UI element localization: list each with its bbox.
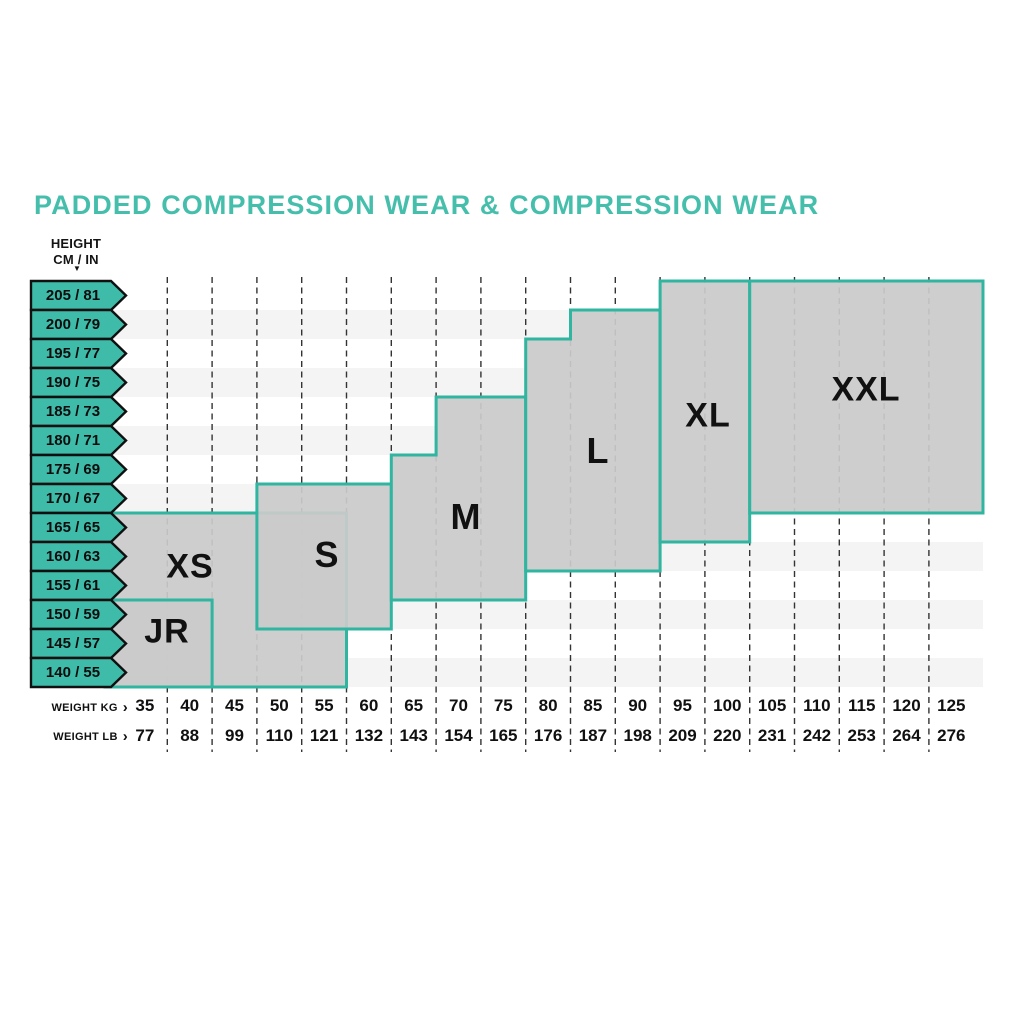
- weight-kg-value: 115: [847, 696, 876, 715]
- height-arrow: [29, 656, 128, 689]
- height-arrow-label: 165 / 65: [45, 519, 101, 536]
- size-label-m: M: [450, 496, 482, 537]
- size-label-s: S: [314, 534, 340, 575]
- height-arrow-label: 140 / 55: [45, 664, 101, 681]
- chevron-right-icon: ›: [122, 728, 128, 745]
- weight-lb-value: 154: [444, 726, 473, 745]
- weight-lb-value: 231: [757, 726, 787, 745]
- height-arrow-label: 155 / 61: [45, 577, 101, 594]
- height-axis-label: HEIGHT CM / IN: [37, 236, 115, 268]
- weight-lb-value: 132: [354, 726, 384, 745]
- height-arrow: [29, 598, 128, 631]
- height-arrow: [29, 511, 128, 544]
- chevron-right-icon: ›: [122, 699, 128, 716]
- weight-lb-value: 165: [489, 726, 518, 745]
- weight-kg-value: 100: [713, 696, 742, 715]
- weight-lb-value: 209: [668, 726, 697, 745]
- height-arrow-label: 195 / 77: [45, 345, 101, 362]
- height-axis-label-line1: HEIGHT: [50, 236, 102, 251]
- size-label-xs: XS: [166, 547, 214, 586]
- size-region-xxl: [748, 279, 985, 515]
- size-label-jr: JR: [144, 612, 190, 651]
- height-arrow-label: 200 / 79: [45, 316, 101, 333]
- weight-kg-value: 35: [135, 696, 155, 715]
- weight-kg-value: 90: [628, 696, 648, 715]
- size-region-xl: [658, 279, 752, 544]
- height-arrow-label: 150 / 59: [45, 606, 101, 623]
- height-arrow-label: 205 / 81: [45, 287, 101, 304]
- height-arrow: [29, 627, 128, 660]
- weight-lb-value: 242: [802, 726, 832, 745]
- weight-kg-value: 110: [803, 696, 831, 715]
- weight-lb-value: 264: [892, 726, 921, 745]
- height-arrow: [29, 337, 128, 370]
- weight-kg-value: 60: [359, 696, 379, 715]
- weight-lb-value: 143: [399, 726, 428, 745]
- weight-kg-value: 95: [673, 696, 692, 715]
- weight-kg-value: 85: [583, 696, 603, 715]
- weight-lb-value: 77: [135, 726, 155, 745]
- weight-lb-value: 176: [533, 726, 563, 745]
- weight-kg-value: 50: [269, 696, 289, 715]
- weight-kg-value: 125: [937, 696, 966, 715]
- height-arrow: [29, 308, 128, 341]
- weight-lb-value: 187: [578, 726, 608, 745]
- size-label-l: L: [586, 430, 610, 471]
- height-arrow: [29, 424, 128, 457]
- weight-lb-value: 88: [180, 726, 200, 745]
- size-label-xxl: XXL: [831, 370, 901, 409]
- height-arrow-label: 185 / 73: [45, 403, 101, 420]
- height-arrow: [29, 395, 128, 428]
- size-region-s: [255, 482, 393, 631]
- height-arrow: [29, 482, 128, 515]
- weight-kg-value: 45: [225, 696, 244, 715]
- height-arrow: [29, 366, 128, 399]
- height-arrow-label: 160 / 63: [45, 548, 101, 565]
- weight-lb-value: 276: [937, 726, 966, 745]
- weight-kg-axis-text: WEIGHT KG: [51, 702, 118, 714]
- height-arrow-label: 180 / 71: [45, 432, 101, 449]
- height-arrow: [29, 569, 128, 602]
- weight-lb-value: 198: [623, 726, 652, 745]
- weight-lb-value: 99: [225, 726, 244, 745]
- height-arrow: [29, 279, 128, 312]
- weight-kg-axis-label: WEIGHT KG ›: [33, 699, 128, 716]
- weight-kg-value: 70: [449, 696, 468, 715]
- weight-lb-value: 220: [713, 726, 742, 745]
- weight-kg-value: 75: [493, 696, 513, 715]
- height-arrow-label: 175 / 69: [45, 461, 101, 478]
- height-arrow: [29, 540, 128, 573]
- height-axis-label-line2: CM / IN: [53, 252, 99, 267]
- weight-kg-value: 55: [314, 696, 334, 715]
- page-title: PADDED COMPRESSION WEAR & COMPRESSION WE…: [34, 190, 820, 220]
- weight-kg-value: 40: [180, 696, 200, 715]
- weight-kg-value: 65: [404, 696, 424, 715]
- weight-kg-value: 80: [538, 696, 558, 715]
- height-arrow-label: 190 / 75: [45, 374, 101, 391]
- weight-kg-value: 120: [892, 696, 921, 715]
- weight-lb-value: 253: [847, 726, 876, 745]
- height-axis-down-arrow-icon: ▼: [73, 264, 81, 273]
- weight-kg-value: 105: [757, 696, 787, 715]
- weight-lb-value: 110: [265, 726, 294, 745]
- weight-lb-axis-label: WEIGHT LB ›: [33, 728, 128, 745]
- weight-lb-value: 121: [309, 726, 339, 745]
- height-arrow-label: 170 / 67: [45, 490, 101, 507]
- height-arrow-label: 145 / 57: [45, 635, 101, 652]
- size-label-xl: XL: [685, 396, 731, 435]
- height-arrow: [29, 453, 128, 486]
- weight-lb-axis-text: WEIGHT LB: [53, 731, 118, 743]
